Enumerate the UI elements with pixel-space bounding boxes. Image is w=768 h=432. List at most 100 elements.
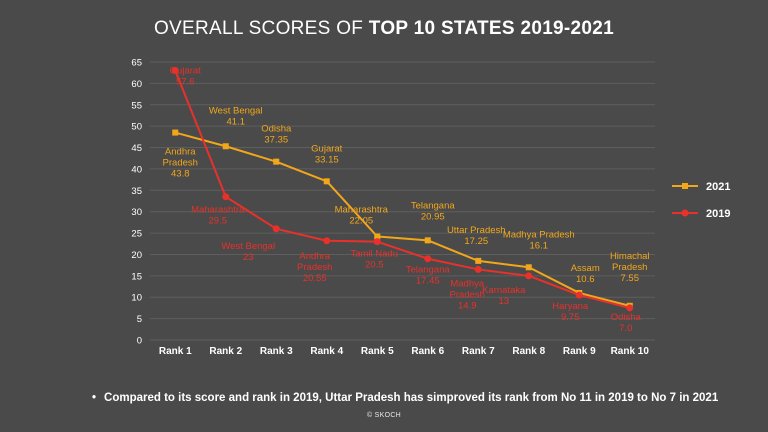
data-label-2021: Uttar Pradesh — [447, 225, 506, 236]
point-2019 — [323, 237, 331, 245]
data-label-2019: Karnataka — [482, 285, 526, 296]
x-axis-ticks: Rank 1 Rank 2 Rank 3 Rank 4 Rank 5 Rank 6 Rank… — [159, 346, 650, 357]
y-tick-label: 65 — [131, 58, 142, 69]
data-label-2019: 17.45 — [416, 276, 440, 287]
data-label-2021: 33.15 — [315, 154, 339, 165]
data-label-2021: West Bengal — [209, 105, 263, 116]
data-label-2021: Himachal — [610, 251, 650, 262]
point-2021 — [222, 143, 229, 150]
point-2021 — [424, 237, 431, 244]
y-tick-label: 15 — [131, 271, 142, 282]
y-tick-label: 10 — [131, 293, 142, 304]
point-2019 — [525, 272, 533, 280]
y-tick-label: 40 — [131, 164, 142, 175]
point-2021 — [525, 264, 532, 271]
data-label-2021: Andhra — [165, 147, 196, 158]
point-2019 — [626, 304, 634, 312]
data-label-2019: Odisha — [611, 312, 642, 323]
data-label-2021: 10.6 — [576, 274, 595, 285]
data-label-2021: 41.1 — [227, 116, 246, 127]
footnote: • Compared to its score and rank in 2019,… — [92, 392, 718, 404]
data-label-2021: Gujarat — [311, 143, 343, 154]
series-line-2019 — [174, 70, 630, 309]
data-label-2019: Madhya — [450, 278, 485, 289]
x-tick-label: Rank 7 — [462, 346, 495, 357]
y-tick-label: 35 — [131, 186, 142, 197]
data-label-2021: 7.55 — [621, 273, 640, 284]
data-label-2019: Gujarat — [170, 66, 202, 77]
x-tick-label: Rank 2 — [209, 346, 242, 357]
point-2021 — [374, 233, 381, 240]
chart-title: OVERALL SCORES OF TOP 10 STATES 2019-202… — [0, 18, 768, 40]
point-2021 — [172, 129, 179, 136]
data-label-2021: Odisha — [261, 124, 292, 135]
legend: 2021 2019 — [672, 181, 730, 220]
y-tick-label: 55 — [131, 100, 142, 111]
data-label-2019: 20.5 — [365, 260, 384, 271]
x-tick-label: Rank 1 — [159, 346, 192, 357]
y-tick-label: 60 — [131, 79, 142, 90]
data-label-2021: 17.25 — [464, 236, 488, 247]
data-label-2019: West Bengal — [221, 241, 275, 252]
point-2019 — [272, 225, 280, 233]
x-tick-label: Rank 5 — [361, 346, 394, 357]
data-label-2019: Tamil Nadu — [350, 249, 398, 260]
x-tick-label: Rank 10 — [611, 346, 650, 357]
legend-label: 2021 — [706, 181, 730, 193]
data-label-2021: 20.95 — [421, 211, 445, 222]
x-tick-label: Rank 6 — [411, 346, 444, 357]
data-label-2021: Madhya Pradesh — [503, 229, 575, 240]
chart-title-prefix: OVERALL SCORES OF — [153, 18, 364, 39]
data-label-2019: Pradesh — [297, 262, 332, 273]
data-label-2019: 20.55 — [303, 273, 327, 284]
grid-lines — [150, 61, 655, 341]
y-tick-label: 5 — [137, 314, 142, 325]
point-2019 — [171, 67, 179, 75]
data-label-2021: 22.05 — [349, 215, 373, 226]
data-label-2021: Pradesh — [612, 262, 647, 273]
point-2019 — [474, 265, 482, 273]
x-tick-label: Rank 8 — [512, 346, 545, 357]
footnote-text: Compared to its score and rank in 2019, … — [104, 392, 719, 404]
x-tick-label: Rank 9 — [563, 346, 596, 357]
data-label-2019: 57.6 — [176, 77, 195, 88]
copyright-credit: © SKOCH — [366, 412, 402, 419]
data-label-2019: Pradesh — [450, 289, 485, 300]
point-2019 — [424, 255, 432, 263]
data-label-2021: Maharashtra — [335, 204, 389, 215]
point-2019 — [222, 193, 230, 201]
legend-marker — [682, 183, 688, 189]
y-axis-ticks: 0 5 10 15 20 25 30 35 40 45 50 55 60 65 — [131, 58, 142, 347]
legend-label: 2019 — [706, 208, 730, 220]
y-tick-label: 30 — [131, 207, 142, 218]
x-tick-label: Rank 3 — [260, 346, 293, 357]
data-label-2019: 23 — [243, 252, 254, 263]
point-2019 — [373, 238, 381, 246]
data-label-2019: Haryana — [552, 301, 589, 312]
data-label-2019: Telangana — [406, 265, 451, 276]
point-2021 — [475, 257, 482, 264]
data-label-2019: 14.9 — [458, 300, 477, 311]
footnote-bullet: • — [92, 392, 97, 404]
y-tick-label: 45 — [131, 143, 142, 154]
data-label-2019: 13 — [498, 296, 509, 307]
data-label-2019: 29.5 — [209, 216, 228, 227]
data-label-2019: Maharashtra — [191, 205, 245, 216]
data-label-2021: Pradesh — [163, 158, 198, 169]
chart-title-bold: TOP 10 STATES 2019-2021 — [368, 18, 615, 39]
y-tick-label: 20 — [131, 250, 142, 261]
point-2021 — [323, 178, 330, 185]
data-label-2021: 43.8 — [171, 169, 190, 180]
y-tick-label: 25 — [131, 229, 142, 240]
point-2021 — [273, 158, 280, 165]
point-2019 — [575, 291, 583, 299]
series-lines — [171, 67, 634, 312]
series-line-2021 — [174, 131, 630, 307]
data-label-2019: 9.75 — [561, 312, 580, 323]
data-label-2019: Andhra — [299, 251, 330, 262]
data-label-2019: 7.0 — [619, 323, 632, 334]
legend-marker — [681, 209, 689, 217]
x-tick-label: Rank 4 — [310, 346, 343, 357]
